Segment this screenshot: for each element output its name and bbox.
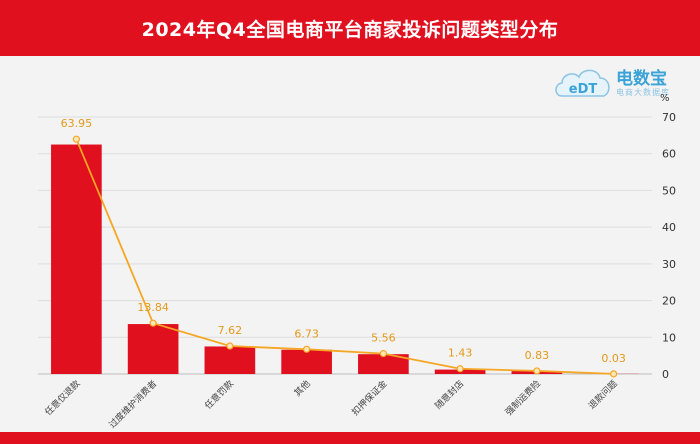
line-point <box>379 349 387 358</box>
y-tick-label: 30 <box>662 258 676 271</box>
trend-line <box>75 138 614 375</box>
data-label: 1.43 <box>448 347 473 360</box>
line-point <box>456 365 464 373</box>
data-label: 5.56 <box>371 332 396 345</box>
y-axis-unit: % <box>660 93 670 104</box>
y-tick-label: 10 <box>662 331 676 344</box>
cloud-icon: eDT <box>555 69 610 97</box>
x-tick-label: 随意封店 <box>432 378 466 412</box>
footer-bar <box>0 432 700 444</box>
y-tick-label: 40 <box>662 221 676 234</box>
y-tick-label: 0 <box>662 368 669 381</box>
y-tick-label: 70 <box>662 111 676 124</box>
logo-subtitle: 电商大数据库 <box>616 88 670 97</box>
y-tick-label: 50 <box>662 184 676 197</box>
line-point <box>149 319 157 327</box>
chart-header: 2024年Q4全国电商平台商家投诉问题类型分布 <box>0 0 700 56</box>
x-tick-label: 强制运费险 <box>503 378 543 418</box>
logo-mark: eDT <box>569 82 598 97</box>
x-tick-label: 任意仅退款 <box>42 378 82 418</box>
edt-logo: eDT 电数宝 电商大数据库 <box>552 62 692 102</box>
line-point <box>303 345 311 353</box>
line-point <box>226 342 234 350</box>
bar <box>51 144 102 374</box>
y-tick-label: 60 <box>662 148 676 161</box>
line-point <box>610 370 618 378</box>
chart-title: 2024年Q4全国电商平台商家投诉问题类型分布 <box>141 18 559 41</box>
line-point <box>533 367 541 375</box>
x-tick-label: 过度维护消费者 <box>106 378 159 431</box>
line-point <box>72 135 80 143</box>
bar <box>281 349 332 374</box>
data-label: 63.95 <box>61 117 93 130</box>
bar <box>127 324 179 374</box>
x-tick-label: 任意罚款 <box>202 378 236 412</box>
logo-brand: 电数宝 <box>616 69 667 89</box>
x-tick-label: 其他 <box>292 378 313 399</box>
bar <box>358 354 409 374</box>
bar <box>204 346 256 374</box>
x-tick-label: 扣押保证金 <box>349 378 389 418</box>
data-label: 6.73 <box>294 327 319 340</box>
data-label: 13.84 <box>137 301 169 314</box>
data-label: 0.03 <box>601 352 626 365</box>
x-tick-label: 退款问题 <box>586 378 620 412</box>
data-label: 0.83 <box>525 349 550 362</box>
y-tick-label: 20 <box>662 295 676 308</box>
data-label: 7.62 <box>218 324 243 337</box>
